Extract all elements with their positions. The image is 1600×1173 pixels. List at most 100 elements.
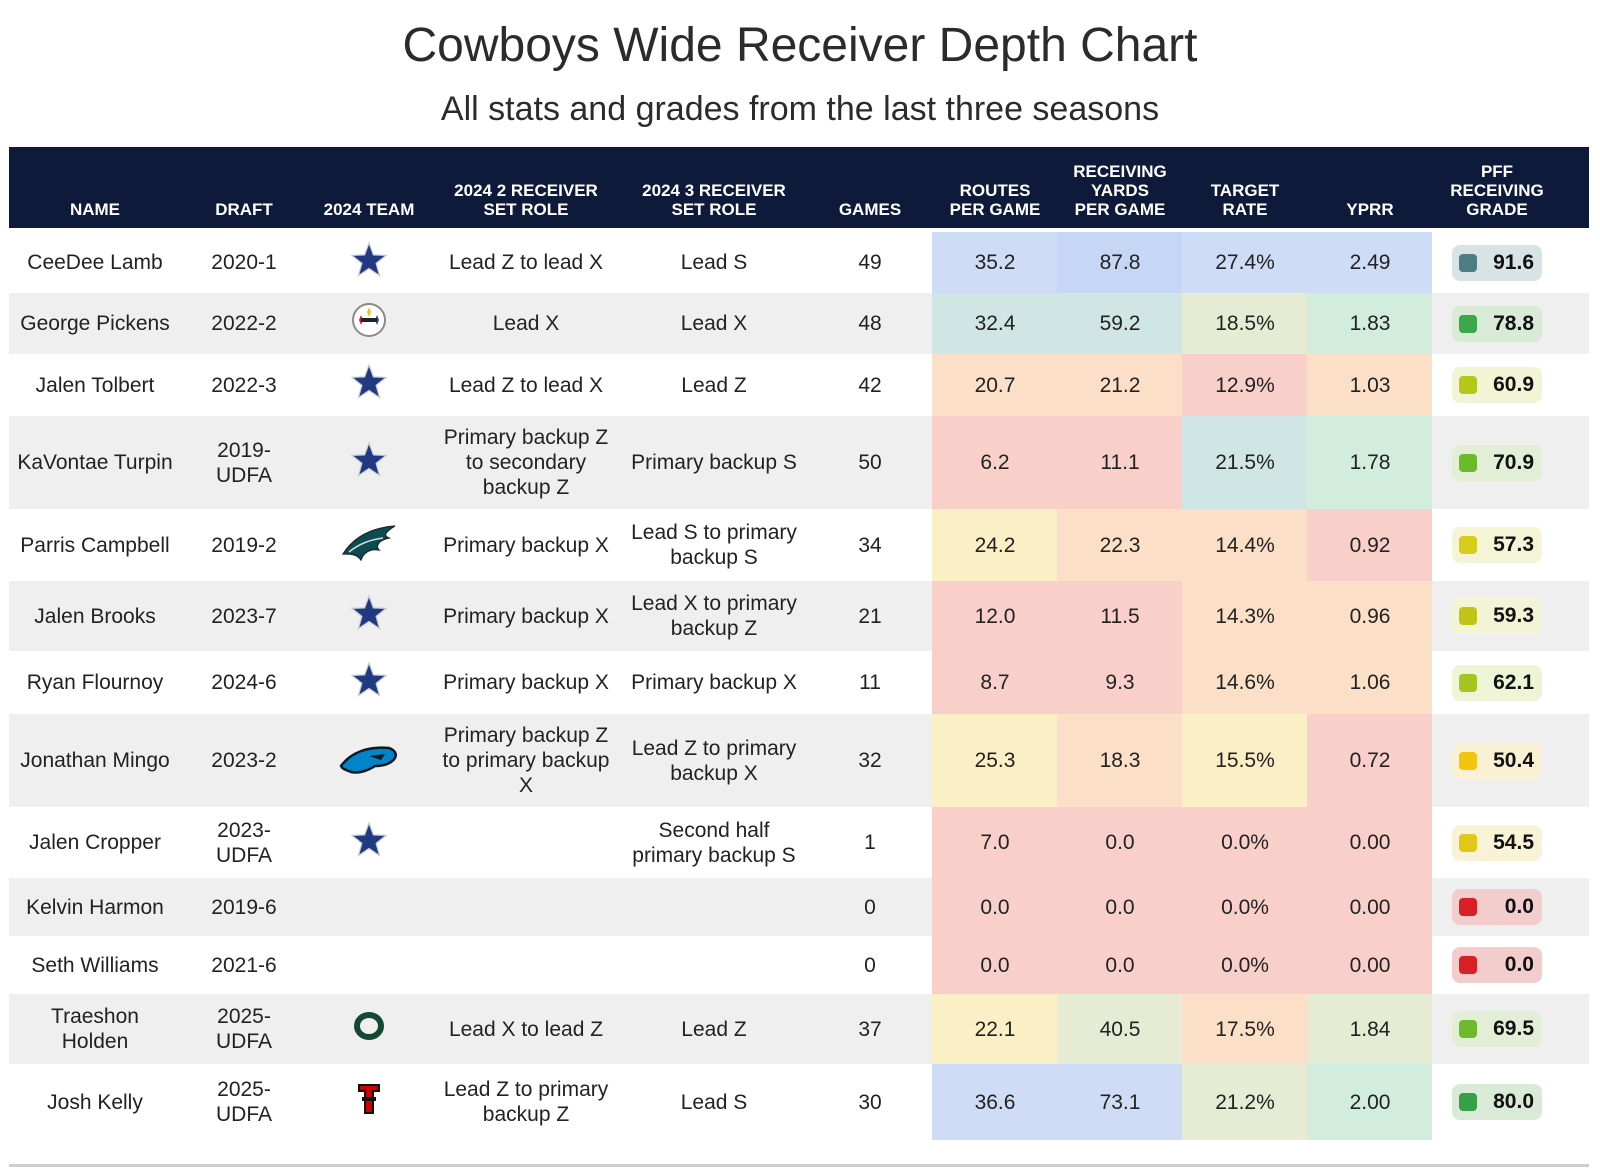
heat-cell (1057, 994, 1182, 1064)
cell-routes: 24.2 (974, 533, 1016, 557)
grade-value: 70.9 (1493, 450, 1534, 474)
grade-cell: 50.4 (1437, 714, 1557, 807)
heat-cell (1182, 878, 1307, 936)
column-header-yards: RECEIVING YARDS PER GAME (1073, 162, 1167, 219)
grade-cell: 62.1 (1437, 651, 1557, 714)
cell-yards: 21.2 (1099, 373, 1141, 397)
grade-value: 91.6 (1493, 250, 1534, 274)
cell-draft: 2019-UDFA (215, 438, 272, 487)
grade-value: 59.3 (1493, 604, 1534, 627)
heat-cell (1182, 714, 1307, 807)
cell-role2: Primary backup X (443, 671, 609, 694)
grade-color-swatch (1459, 376, 1477, 394)
grade-cell: 91.6 (1437, 232, 1557, 293)
heat-cell (932, 878, 1057, 936)
cell-role2 (436, 807, 616, 878)
table-row: Seth Williams 2021-6 0 0.0 0.0 0.0% 0.00 0.0 (9, 936, 1589, 994)
cell-yards: 73.1 (1099, 1090, 1141, 1114)
grade-badge: 0.0 (1452, 889, 1542, 925)
column-header-team: 2024 TEAM (323, 200, 415, 219)
column-header-games: GAMES (838, 200, 902, 219)
cell-yprr: 0.72 (1349, 749, 1391, 772)
team-logo-cell (314, 714, 424, 807)
grade-value: 50.4 (1493, 748, 1534, 772)
grade-color-swatch (1459, 673, 1477, 692)
cell-target: 17.5% (1215, 1017, 1275, 1041)
heat-cell (1307, 354, 1432, 416)
cell-role3: Lead Z to primary backup X (631, 736, 797, 785)
grade-value: 57.3 (1493, 533, 1534, 556)
cell-routes: 0.0 (980, 953, 1010, 977)
cell-draft: 2023-2 (211, 749, 277, 772)
cell-role2: Lead Z to lead X (448, 373, 604, 397)
cell-role2: Primary backup X (443, 533, 609, 557)
cell-yards: 40.5 (1099, 1017, 1141, 1041)
cowboys-star-icon (339, 658, 399, 708)
cell-target: 18.5% (1215, 312, 1275, 335)
cell-role3: Primary backup X (631, 671, 797, 694)
grade-cell: 70.9 (1437, 416, 1557, 509)
cell-target: 14.4% (1215, 533, 1275, 557)
cell-name: Josh Kelly (47, 1090, 143, 1114)
heat-cell (932, 651, 1057, 714)
team-logo-cell (314, 878, 424, 936)
heat-cell (1057, 878, 1182, 936)
cell-target: 12.9% (1215, 373, 1275, 397)
cell-yprr: 1.83 (1349, 312, 1391, 335)
cell-games: 21 (858, 604, 882, 628)
column-header-draft: DRAFT (215, 200, 273, 219)
cell-name: Seth Williams (31, 953, 159, 977)
cell-target: 0.0% (1221, 895, 1269, 919)
heat-cell (1307, 807, 1432, 878)
table-row: Jalen Cropper 2023-UDFA Second half primary… (9, 807, 1589, 878)
cell-draft: 2019-2 (211, 533, 277, 557)
heat-cell (1182, 994, 1307, 1064)
grade-color-swatch (1459, 833, 1477, 852)
cell-yards: 11.1 (1100, 451, 1140, 474)
heat-cell (1182, 581, 1307, 651)
grade-value: 80.0 (1493, 1090, 1534, 1113)
grade-color-swatch (1459, 751, 1477, 770)
heat-cell (1307, 651, 1432, 714)
cell-routes: 36.6 (974, 1090, 1016, 1114)
team-logo-cell (314, 1064, 424, 1140)
team-logo-cell (314, 994, 424, 1064)
team-logo-cell (314, 416, 424, 509)
cell-role2: Lead X to lead Z (448, 1017, 604, 1041)
grade-value: 62.1 (1493, 670, 1534, 694)
cell-games: 30 (858, 1090, 882, 1114)
grade-badge: 69.5 (1452, 1011, 1542, 1047)
grade-badge: 62.1 (1452, 664, 1542, 701)
cell-role3: Lead S (680, 1090, 748, 1114)
cowboys-star-icon (339, 591, 399, 641)
table-row: Ryan Flournoy 2024-6 Primary backup X Prima… (9, 651, 1589, 714)
grade-color-swatch (1459, 453, 1477, 472)
heat-cell (1307, 936, 1432, 994)
table-row: KaVontae Turpin 2019-UDFA Primary backup Z… (9, 416, 1589, 509)
cell-target: 0.0% (1221, 831, 1269, 854)
grade-cell: 0.0 (1437, 878, 1557, 936)
cell-routes: 32.4 (974, 312, 1016, 335)
cell-games: 49 (858, 251, 882, 274)
heat-cell (932, 232, 1057, 293)
grade-color-swatch (1459, 607, 1477, 625)
cell-yprr: 0.00 (1349, 953, 1391, 977)
grade-color-swatch (1459, 536, 1477, 554)
grade-badge: 50.4 (1452, 742, 1542, 779)
heat-cell (932, 714, 1057, 807)
column-header-yprr: YPRR (1346, 200, 1394, 219)
table-row: George Pickens 2022-2 Lead X Lead X 48 32.4 59… (9, 293, 1589, 354)
cell-target: 14.3% (1215, 604, 1275, 628)
cell-target: 0.0% (1221, 953, 1269, 977)
grade-value: 78.8 (1493, 311, 1534, 335)
grade-cell: 54.5 (1437, 807, 1557, 878)
heat-cell (1307, 416, 1432, 509)
cell-target: 21.5% (1215, 451, 1275, 474)
grade-value: 69.5 (1493, 1017, 1534, 1040)
cell-role3: Lead Z (681, 1017, 747, 1041)
heat-cell (1057, 354, 1182, 416)
heat-cell (1182, 416, 1307, 509)
table-row: Jalen Brooks 2023-7 Primary backup X Lead X… (9, 581, 1589, 651)
